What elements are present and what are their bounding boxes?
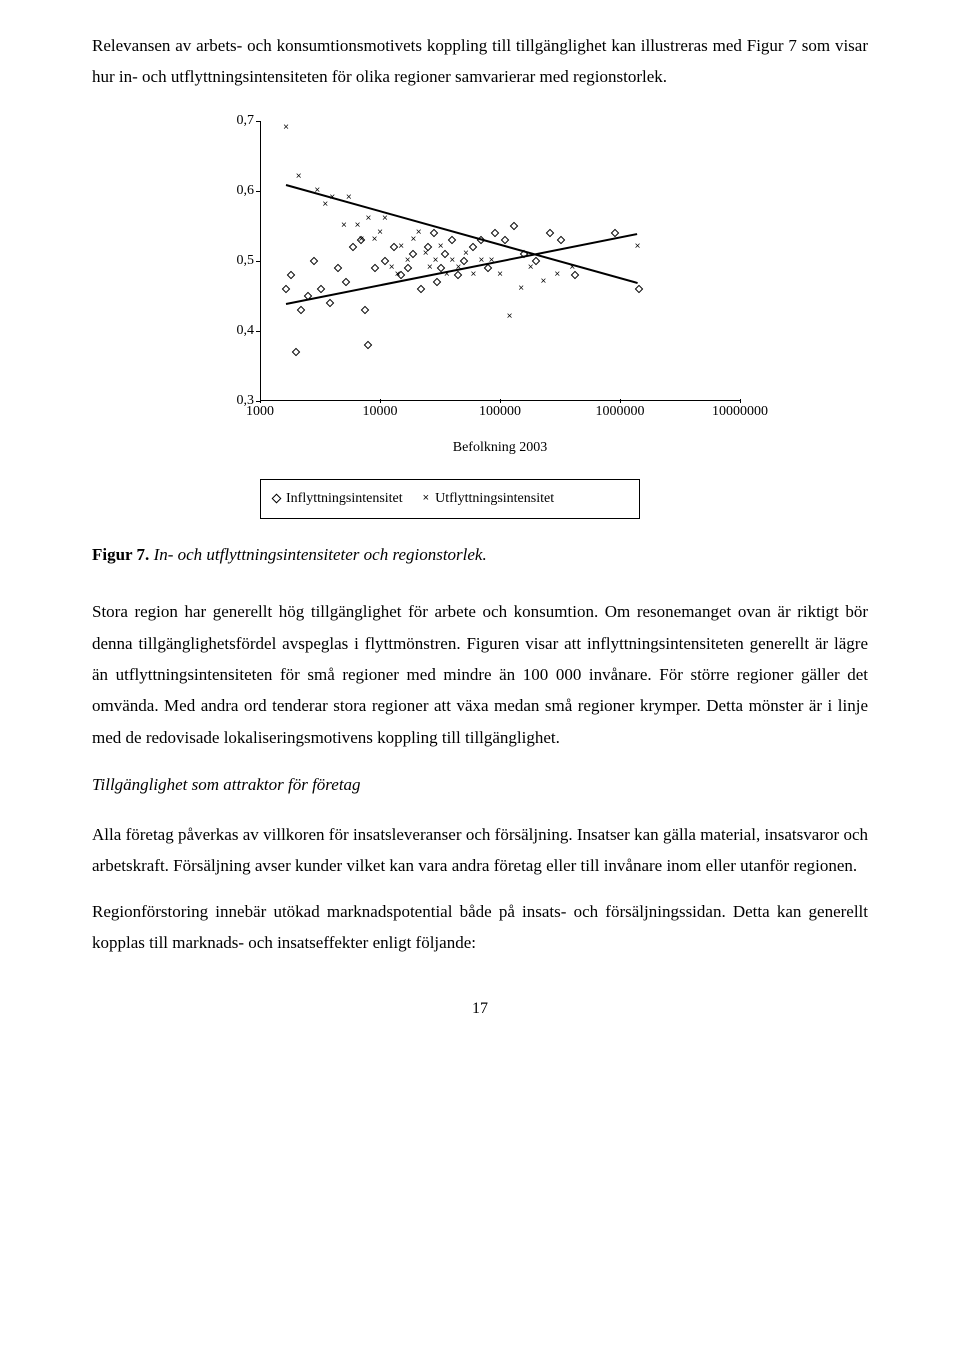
data-point-utflytt: ×: [438, 242, 444, 252]
ytick-label: 0,6: [220, 178, 254, 204]
legend-item-inflytt: Inflyttningsintensitet: [273, 486, 403, 512]
xtick-label: 1000: [246, 399, 274, 425]
x-icon: ×: [423, 493, 429, 504]
data-point-utflytt: ×: [635, 242, 641, 252]
paragraph-3: Alla företag påverkas av villkoren för i…: [92, 819, 868, 882]
data-point-utflytt: ×: [283, 123, 289, 133]
data-point-utflytt: ×: [358, 235, 364, 245]
xtick-label: 10000: [363, 399, 398, 425]
data-point-utflytt: ×: [463, 249, 469, 259]
data-point-utflytt: ×: [497, 270, 503, 280]
ytick-mark: [256, 121, 260, 122]
data-point-utflytt: ×: [470, 270, 476, 280]
ytick-mark: [256, 261, 260, 262]
ytick-mark: [256, 191, 260, 192]
xtick-label: 1000000: [596, 399, 645, 425]
legend-label: Utflyttningsintensitet: [435, 486, 554, 512]
legend-item-utflytt: × Utflyttningsintensitet: [423, 486, 554, 512]
chart-legend: Inflyttningsintensitet × Utflyttningsint…: [260, 479, 640, 519]
page-number: 17: [92, 994, 868, 1024]
figure-label: Figur 7.: [92, 545, 149, 564]
data-point-utflytt: ×: [416, 228, 422, 238]
ytick-label: 0,5: [220, 248, 254, 274]
data-point-utflytt: ×: [365, 214, 371, 224]
data-point-utflytt: ×: [398, 242, 404, 252]
data-point-utflytt: ×: [355, 221, 361, 231]
data-point-utflytt: ×: [449, 256, 455, 266]
paragraph-4: Regionförstoring innebär utökad marknads…: [92, 896, 868, 959]
data-point-utflytt: ×: [382, 214, 388, 224]
scatter-chart: 0,30,40,50,60,71000100001000001000000100…: [220, 121, 740, 519]
xtick-label: 100000: [479, 399, 521, 425]
data-point-utflytt: ×: [554, 270, 560, 280]
data-point-utflytt: ×: [433, 256, 439, 266]
ytick-label: 0,7: [220, 108, 254, 134]
data-point-utflytt: ×: [507, 312, 513, 322]
subheading: Tillgänglighet som attraktor för företag: [92, 769, 868, 800]
diamond-icon: [272, 494, 282, 504]
chart-xlabel: Befolkning 2003: [260, 435, 740, 461]
paragraph-1: Relevansen av arbets- och konsumtionsmot…: [92, 30, 868, 93]
data-point-utflytt: ×: [423, 249, 429, 259]
data-point-utflytt: ×: [528, 263, 534, 273]
data-point-utflytt: ×: [296, 172, 302, 182]
figure-caption: Figur 7. In- och utflyttningsintensitete…: [92, 539, 868, 570]
legend-label: Inflyttningsintensitet: [286, 486, 403, 512]
data-point-utflytt: ×: [518, 284, 524, 294]
data-point-utflytt: ×: [341, 221, 347, 231]
data-point-utflytt: ×: [540, 277, 546, 287]
ytick-mark: [256, 331, 260, 332]
xtick-label: 10000000: [712, 399, 768, 425]
figure-title: In- och utflyttningsintensiteter och reg…: [149, 545, 486, 564]
ytick-label: 0,4: [220, 318, 254, 344]
data-point-utflytt: ×: [377, 228, 383, 238]
data-point-utflytt: ×: [322, 200, 328, 210]
paragraph-2: Stora region har generellt hög tillgängl…: [92, 596, 868, 753]
data-point-utflytt: ×: [405, 256, 411, 266]
data-point-utflytt: ×: [395, 270, 401, 280]
